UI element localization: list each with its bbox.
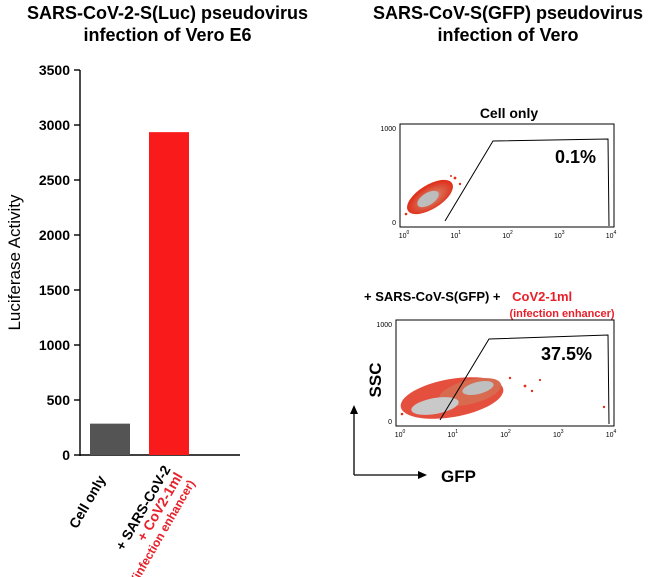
flow-x-tick-base: 10: [554, 233, 562, 240]
flow-x-tick-exp: 3: [561, 429, 564, 435]
flow-x-tick-base: 10: [399, 233, 407, 240]
flow-x-tick-label: 100: [395, 429, 406, 439]
flow-panel-2-y-tick-0: 0: [388, 419, 392, 426]
flow-x-tick-label: 104: [606, 230, 617, 240]
flow-x-tick-exp: 0: [407, 230, 410, 236]
flow-x-tick-base: 10: [500, 432, 508, 439]
y-tick-label: 1500: [39, 282, 70, 298]
flow-x-tick-exp: 2: [508, 429, 511, 435]
y-tick-label: 500: [47, 392, 71, 408]
flow-panel-1-y-ticks: 1000 0: [380, 126, 396, 227]
flow-x-tick-base: 10: [395, 432, 403, 439]
flow-x-tick-label: 103: [554, 230, 565, 240]
flow-panel-1-x-ticks: 100 101 102 103 104: [399, 230, 617, 240]
left-title-line2: infection of Vero E6: [83, 25, 252, 45]
flow-x-tick-label: 102: [500, 429, 511, 439]
flow-panel-2-y-ticks: 1000 0: [376, 322, 392, 426]
y-tick-label: 3500: [39, 62, 70, 78]
right-title-line1: SARS-CoV-S(GFP) pseudovirus: [372, 3, 644, 23]
y-axis-label: Luciferase Activity: [5, 194, 24, 331]
bar-2: [149, 132, 189, 455]
right-title-line2: infection of Vero: [437, 25, 579, 45]
flow-x-tick-base: 10: [447, 432, 455, 439]
flow-x-tick-label: 101: [450, 230, 461, 240]
flow-panel-2-gate: [439, 334, 610, 425]
flow-y-axis-label: SSC: [366, 363, 385, 398]
flow-panel-1-gate: [444, 138, 610, 227]
flow-panel-2-y-tick-1000: 1000: [376, 322, 392, 329]
y-tick-label: 2000: [39, 227, 70, 243]
flow-x-tick-label: 103: [553, 429, 564, 439]
flow-panel-2-sublabel: (infection enhancer): [509, 308, 614, 320]
flow-panel-2-label-red: CoV2-1ml: [512, 289, 572, 304]
flow-x-tick-exp: 1: [455, 429, 458, 435]
flow-x-tick-base: 10: [450, 233, 458, 240]
flow-panel-2-label: + SARS-CoV-S(GFP) + CoV2-1ml: [364, 289, 572, 304]
flow-x-tick-label: 100: [399, 230, 410, 240]
flow-x-tick-exp: 0: [403, 429, 406, 435]
flow-x-tick-exp: 4: [614, 429, 617, 435]
flow-x-tick-base: 10: [553, 432, 561, 439]
flow-panel-2-percent: 37.5%: [541, 344, 592, 364]
left-title-line1: SARS-CoV-2-S(Luc) pseudovirus: [26, 3, 309, 23]
flow-x-tick-label: 101: [447, 429, 458, 439]
flow-x-tick-exp: 1: [458, 230, 461, 236]
left-chart-title: SARS-CoV-2-S(Luc) pseudovirus infection …: [0, 2, 335, 46]
flow-x-tick-exp: 4: [614, 230, 617, 236]
right-panel-title: SARS-CoV-S(GFP) pseudovirus infection of…: [345, 2, 671, 46]
flow-panel-1-percent: 0.1%: [555, 147, 596, 167]
flow-panel-2-x-ticks: 100 101 102 103 104: [395, 429, 617, 439]
bar-1: [90, 423, 130, 455]
flow-panel-1-y-tick-1000: 1000: [380, 126, 396, 133]
flow-x-tick-exp: 2: [510, 230, 513, 236]
flow-panel-1-events: [404, 175, 462, 216]
flow-panel-1-label: Cell only: [480, 105, 539, 121]
y-tick-label: 2500: [39, 172, 70, 188]
flow-x-tick-base: 10: [606, 233, 614, 240]
y-tick-label: 1000: [39, 337, 70, 353]
flow-axis-arrows: [350, 405, 427, 479]
flow-x-tick-base: 10: [502, 233, 510, 240]
flow-panel-1-y-tick-0: 0: [392, 220, 396, 227]
y-tick-label: 0: [62, 447, 70, 463]
flow-panel-2-events: [400, 376, 606, 419]
flow-x-tick-base: 10: [606, 432, 614, 439]
y-tick-label: 3000: [39, 117, 70, 133]
flow-x-tick-exp: 3: [562, 230, 565, 236]
flow-x-tick-label: 102: [502, 230, 513, 240]
flow-panel-2-label-black: + SARS-CoV-S(GFP) +: [364, 289, 501, 304]
flow-x-axis-label: GFP: [441, 467, 476, 486]
flow-x-tick-label: 104: [606, 429, 617, 439]
